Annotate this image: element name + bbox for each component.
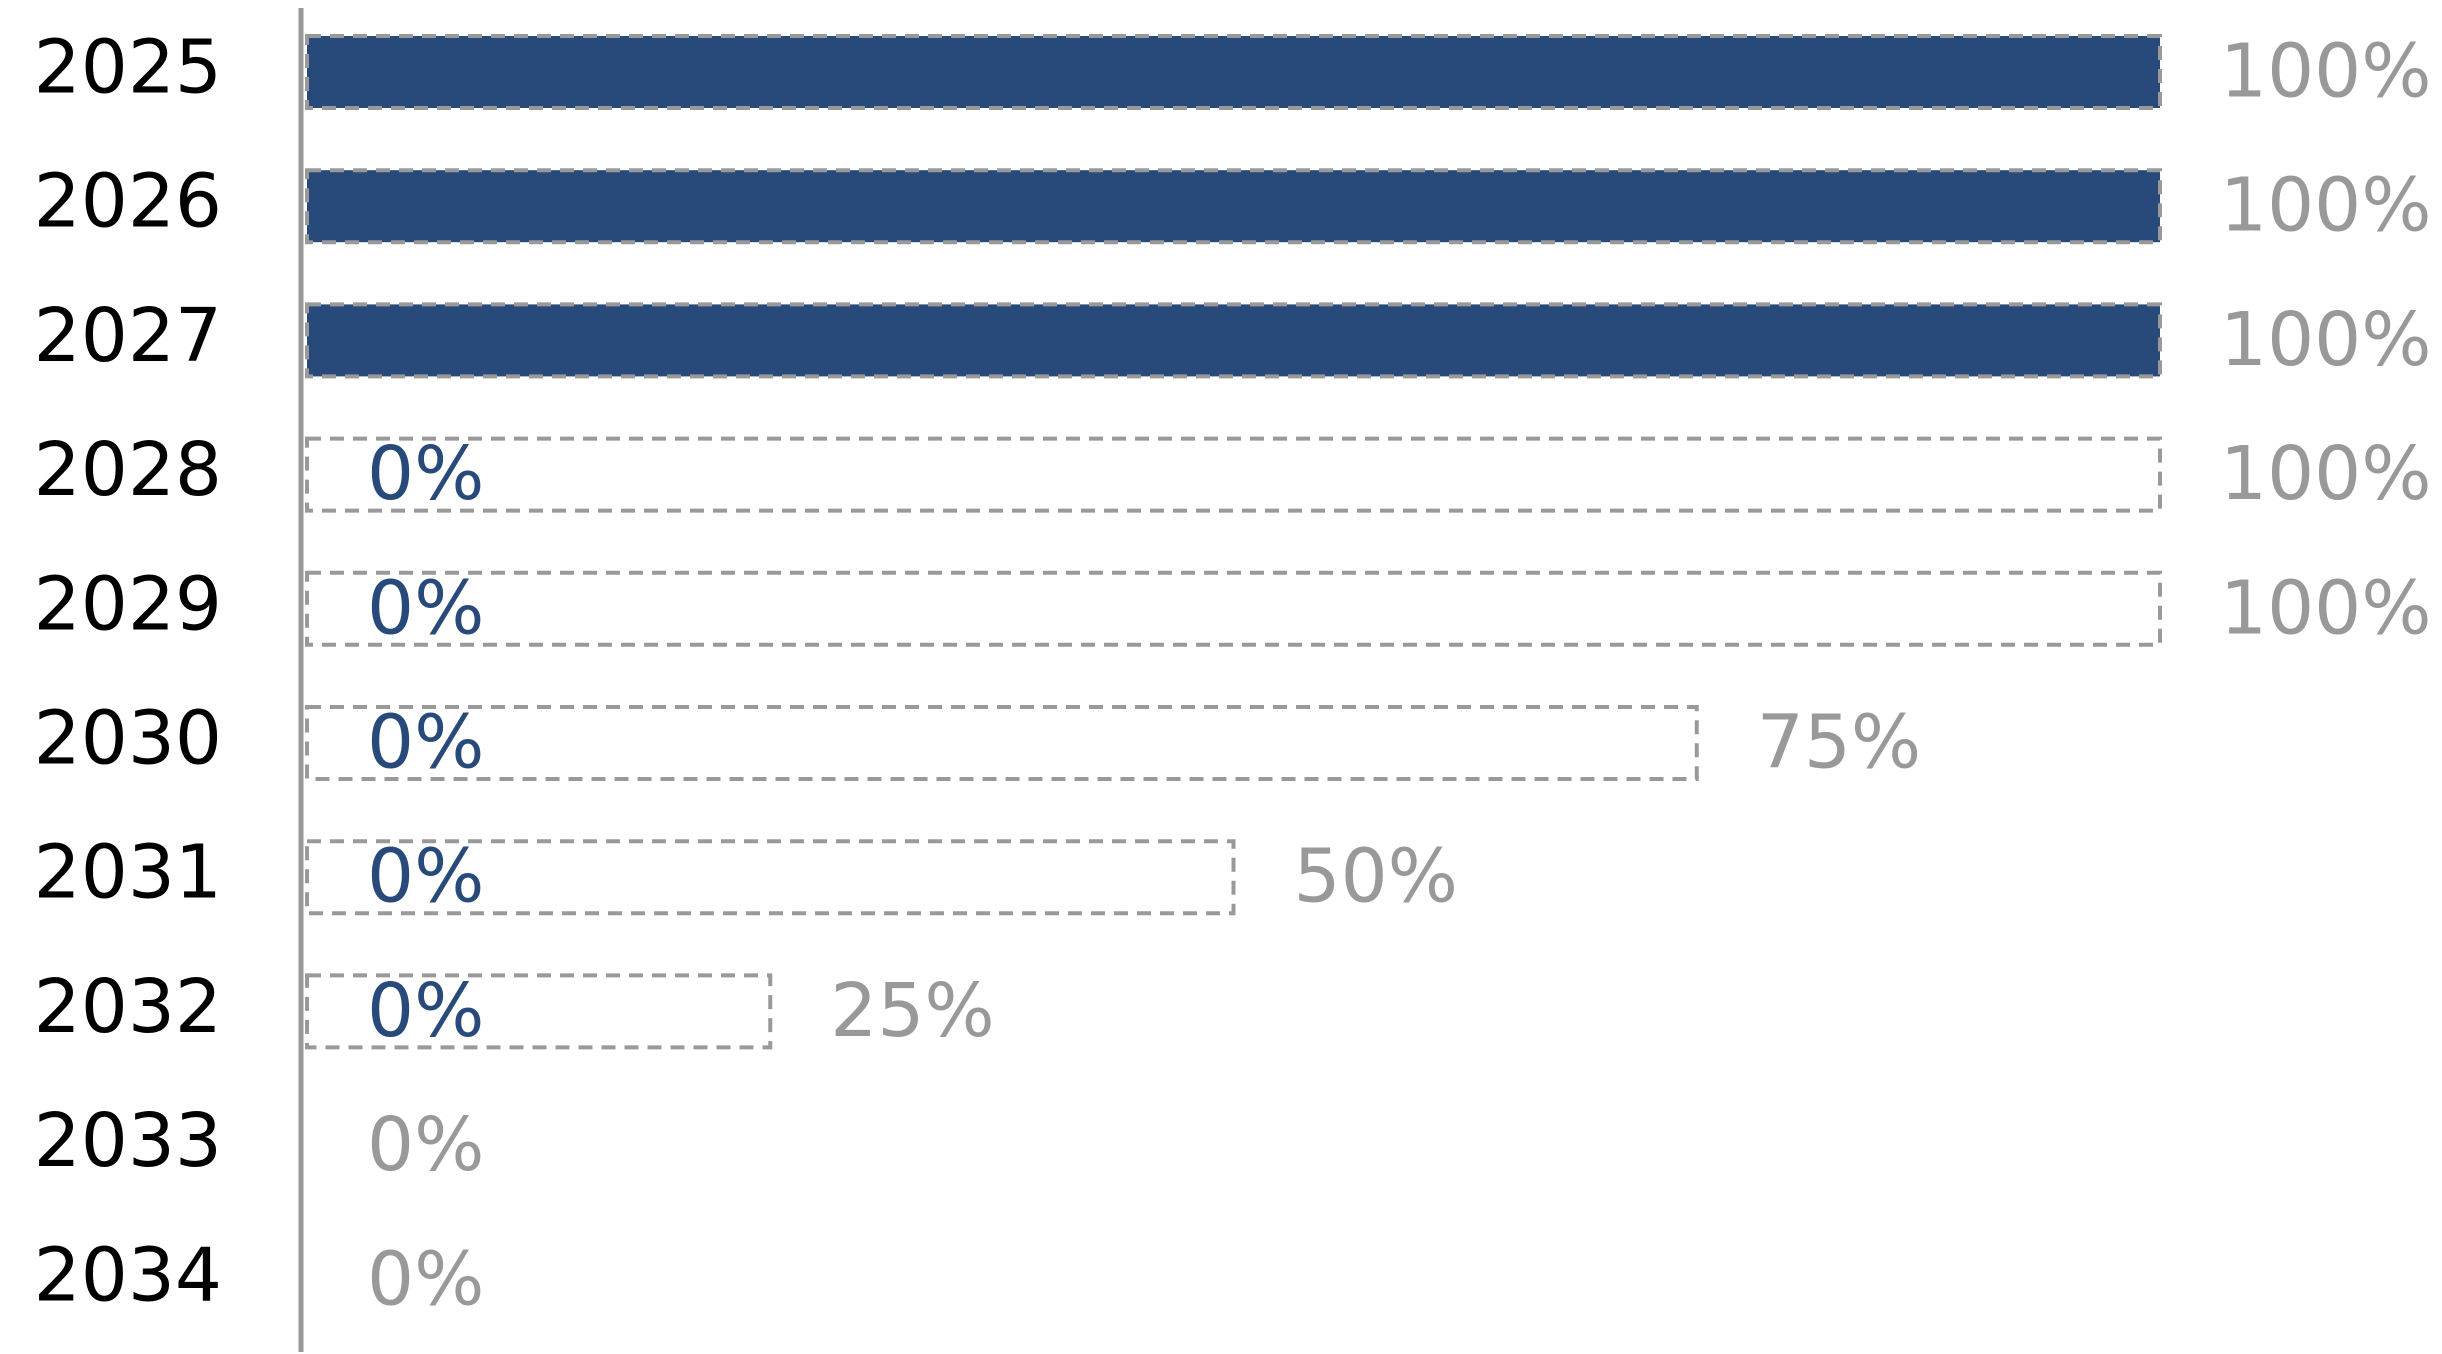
bar	[307, 304, 2160, 377]
target-bar	[305, 973, 773, 1050]
target-bar	[305, 302, 2162, 379]
category-label: 2026	[34, 159, 222, 245]
category-label: 2030	[34, 696, 222, 782]
category-label: 2033	[34, 1098, 222, 1184]
bar	[307, 36, 2160, 108]
value-label: 100%	[2220, 163, 2432, 249]
category-label: 2032	[34, 964, 222, 1050]
value-label: 25%	[830, 968, 994, 1054]
target-bar	[305, 436, 2162, 513]
target-bar	[305, 34, 2162, 110]
value-label: 100%	[2220, 29, 2432, 115]
category-label: 2027	[34, 293, 222, 379]
bar	[307, 170, 2160, 243]
target-bar	[305, 168, 2162, 245]
value-label: 50%	[1294, 834, 1458, 920]
value-label: 75%	[1757, 700, 1921, 786]
category-label: 2034	[34, 1232, 222, 1318]
value-label: 100%	[2220, 431, 2432, 517]
category-label: 2028	[34, 427, 222, 513]
value-label: 0%	[367, 700, 484, 786]
value-label: 0%	[367, 1236, 484, 1322]
value-label: 0%	[367, 565, 484, 651]
target-bar	[305, 839, 1236, 916]
value-label: 100%	[2220, 565, 2432, 651]
value-label: 0%	[367, 834, 484, 920]
value-label: 0%	[367, 968, 484, 1054]
value-label: 0%	[367, 431, 484, 517]
target-bar	[305, 705, 1699, 781]
category-label: 2031	[34, 830, 222, 916]
value-label: 0%	[367, 1102, 484, 1188]
category-label: 2029	[34, 561, 222, 647]
value-label: 100%	[2220, 297, 2432, 383]
category-label: 2025	[34, 25, 222, 111]
target-bar	[305, 570, 2162, 647]
